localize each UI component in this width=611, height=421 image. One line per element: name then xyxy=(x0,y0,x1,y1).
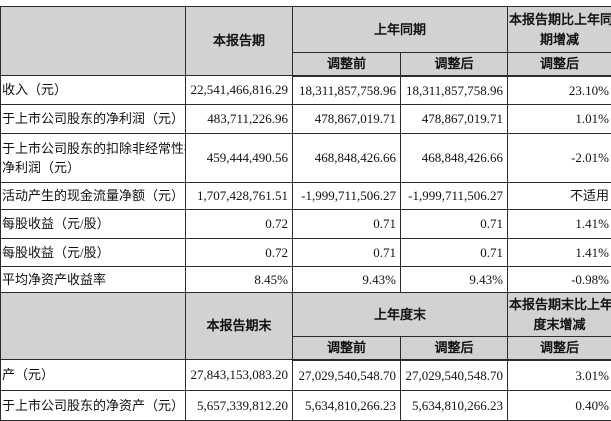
prior-before-adjust-value: 18,311,857,758.96 xyxy=(292,75,401,105)
header-before-adjust: 调整前 xyxy=(292,336,401,361)
current-period-value: 459,444,490.56 xyxy=(185,133,293,183)
section1-header-row-top: 本报告期 上年同期 本报告期比上年同 期增减 xyxy=(0,6,611,76)
header-change-after-adjust: 调整后 xyxy=(507,52,611,77)
header-current-period-end: 本报告期末 xyxy=(185,292,293,360)
prior-before-adjust-value: -1,999,711,506.27 xyxy=(292,182,401,210)
table-row: 收入（元） 22,541,466,816.29 18,311,857,758.9… xyxy=(0,75,611,105)
header-change-after-adjust: 调整后 xyxy=(507,336,611,361)
header-before-adjust: 调整前 xyxy=(292,52,401,77)
metric-label: 活动产生的现金流量净额（元） xyxy=(0,182,186,210)
current-period-end-value: 5,657,339,812.20 xyxy=(185,390,293,421)
metric-label: 收入（元） xyxy=(0,75,186,105)
current-period-value: 1,707,428,761.51 xyxy=(185,182,293,210)
section2-header-row-top: 本报告期末 上年度末 本报告期末比上年 度末增减 xyxy=(0,292,611,360)
metric-label: 于上市公司股东的净资产（元） xyxy=(0,390,186,421)
empty-corner-cell xyxy=(0,292,186,360)
prior-before-adjust-value: 478,867,019.71 xyxy=(292,104,401,134)
current-period-value: 483,711,226.96 xyxy=(185,104,293,134)
prior-after-adjust-value: 0.71 xyxy=(399,209,509,239)
header-change-group: 本报告期末比上年 度末增减 xyxy=(507,292,611,337)
change-value: -0.98% xyxy=(507,266,611,293)
current-period-value: 0.72 xyxy=(185,238,293,267)
current-period-value: 0.72 xyxy=(185,209,293,239)
table-row: 活动产生的现金流量净额（元） 1,707,428,761.51 -1,999,7… xyxy=(0,182,611,210)
prior-after-adjust-value: 18,311,857,758.96 xyxy=(399,75,509,105)
table-row: 每股收益（元/股） 0.72 0.71 0.71 1.41% xyxy=(0,238,611,267)
prior-before-adjust-value: 0.71 xyxy=(292,238,401,267)
change-value: 23.10% xyxy=(507,75,611,105)
header-prior-yearend-group: 上年度末 xyxy=(291,292,509,337)
change-value: 1.01% xyxy=(507,104,611,134)
current-period-end-value: 27,843,153,083.20 xyxy=(185,359,293,391)
prior-before-adjust-value: 5,634,810,266.23 xyxy=(292,390,401,421)
change-value: 不适用 xyxy=(507,182,611,210)
current-period-value: 8.45% xyxy=(185,266,293,293)
prior-before-adjust-value: 9.43% xyxy=(292,266,401,293)
table-row: 于上市公司股东的扣除非经常性损 净利润（元） 459,444,490.56 46… xyxy=(0,133,611,183)
metric-label: 平均净资产收益率 xyxy=(0,266,186,293)
prior-after-adjust-value: 0.71 xyxy=(399,238,509,267)
metric-label: 每股收益（元/股） xyxy=(0,209,186,239)
prior-after-adjust-value: 5,634,810,266.23 xyxy=(399,390,509,421)
table-row: 于上市公司股东的净资产（元） 5,657,339,812.20 5,634,81… xyxy=(0,390,611,421)
prior-after-adjust-value: 468,848,426.66 xyxy=(399,133,509,183)
prior-after-adjust-value: -1,999,711,506.27 xyxy=(399,182,509,210)
change-value: 1.41% xyxy=(507,238,611,267)
prior-before-adjust-value: 27,029,540,548.70 xyxy=(292,359,401,391)
table-row: 产（元） 27,843,153,083.20 27,029,540,548.70… xyxy=(0,359,611,391)
metric-label: 产（元） xyxy=(0,359,186,391)
current-period-value: 22,541,466,816.29 xyxy=(185,75,293,105)
prior-before-adjust-value: 0.71 xyxy=(292,209,401,239)
header-prior-period-group: 上年同期 xyxy=(291,6,509,53)
table-row: 于上市公司股东的净利润（元） 483,711,226.96 478,867,01… xyxy=(0,104,611,134)
header-change-group: 本报告期比上年同 期增减 xyxy=(507,6,611,53)
section2-header-row-sub: 调整前 调整后 调整后 xyxy=(1,336,611,361)
section1-header-row-sub: 调整前 调整后 调整后 xyxy=(1,52,611,77)
metric-label: 于上市公司股东的净利润（元） xyxy=(0,104,186,134)
empty-corner-cell xyxy=(0,6,186,76)
header-current-period: 本报告期 xyxy=(185,6,293,76)
prior-after-adjust-value: 27,029,540,548.70 xyxy=(399,359,509,391)
prior-before-adjust-value: 468,848,426.66 xyxy=(292,133,401,183)
prior-after-adjust-value: 478,867,019.71 xyxy=(399,104,509,134)
metric-label: 每股收益（元/股） xyxy=(0,238,186,267)
prior-after-adjust-value: 9.43% xyxy=(399,266,509,293)
metric-label: 于上市公司股东的扣除非经常性损 净利润（元） xyxy=(0,133,186,183)
table-row: 每股收益（元/股） 0.72 0.71 0.71 1.41% xyxy=(0,209,611,239)
change-value: 3.01% xyxy=(507,359,611,391)
change-value: 0.40% xyxy=(507,390,611,421)
table-row: 平均净资产收益率 8.45% 9.43% 9.43% -0.98% xyxy=(0,266,611,293)
change-value: 1.41% xyxy=(507,209,611,239)
key-financials-table: 本报告期 上年同期 本报告期比上年同 期增减 调整前 调整后 调整后 收入（元）… xyxy=(0,6,611,421)
header-after-adjust: 调整后 xyxy=(399,336,509,361)
change-value: -2.01% xyxy=(507,133,611,183)
header-after-adjust: 调整后 xyxy=(399,52,509,77)
